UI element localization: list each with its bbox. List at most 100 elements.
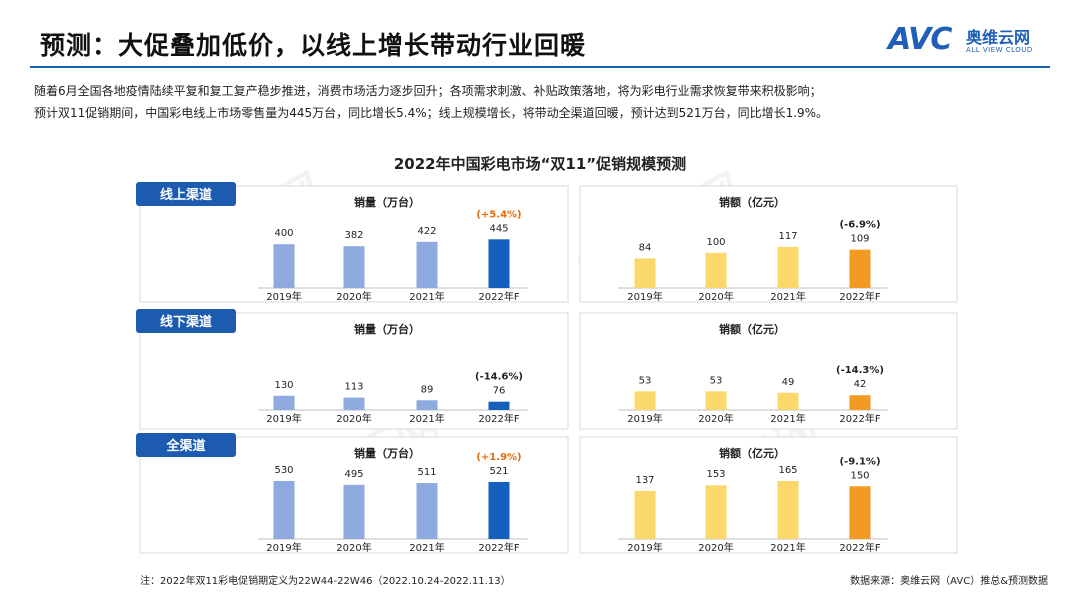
volume-growth-label: (+5.4%) <box>476 209 521 220</box>
volume-bar <box>416 400 438 410</box>
volume-data-label: 422 <box>417 226 436 237</box>
header-divider <box>30 66 1050 68</box>
logo-chinese-name: 奥维云网 <box>966 28 1031 47</box>
amount-bar <box>634 258 656 288</box>
logo-mark: AVC <box>888 22 952 57</box>
amount-bar <box>849 249 871 288</box>
amount-panel-frame <box>579 185 958 303</box>
amount-data-label: 84 <box>639 242 652 253</box>
amount-tick-label: 2019年 <box>627 412 662 425</box>
channel-badge <box>136 182 236 206</box>
volume-data-label: 130 <box>274 380 293 391</box>
volume-bar <box>273 395 295 410</box>
volume-data-label: 445 <box>489 223 508 234</box>
channel-badge <box>136 309 236 333</box>
amount-bar <box>634 391 656 410</box>
data-source: 数据来源：奥维云网（AVC）推总&预测数据 <box>850 576 1048 587</box>
amount-tick-label: 2022年F <box>839 412 880 425</box>
volume-tick-label: 2019年 <box>266 412 301 425</box>
amount-data-label: 153 <box>706 469 725 480</box>
volume-tick-label: 2022年F <box>478 541 519 554</box>
amount-bar <box>849 486 871 539</box>
amount-bar <box>849 395 871 410</box>
amount-data-label: 53 <box>710 375 723 386</box>
channel-badge-label: 线下渠道 <box>160 314 212 330</box>
amount-growth-label: (-6.9%) <box>839 220 880 231</box>
volume-data-label: 89 <box>421 384 434 395</box>
volume-data-label: 113 <box>344 382 363 393</box>
channel-badge <box>136 433 236 457</box>
amount-data-label: 100 <box>706 237 725 248</box>
amount-data-label: 165 <box>778 465 797 476</box>
volume-bar <box>416 241 438 288</box>
amount-bar <box>777 481 799 539</box>
volume-tick-label: 2019年 <box>266 290 301 303</box>
volume-data-label: 530 <box>274 465 293 476</box>
amount-data-label: 49 <box>782 377 795 388</box>
channel-badge-label: 线上渠道 <box>160 187 212 203</box>
intro-line-2: 预计双11促销期间，中国彩电线上市场零售量为445万台，同比增长5.4%；线上规… <box>34 106 829 120</box>
volume-bar <box>273 244 295 288</box>
footnote: 注：2022年双11彩电促销期定义为22W44-22W46（2022.10.24… <box>140 576 511 587</box>
amount-tick-label: 2020年 <box>698 290 733 303</box>
volume-tick-label: 2021年 <box>409 541 444 554</box>
amount-axis-label: 销额（亿元） <box>719 195 785 209</box>
amount-data-label: 117 <box>778 231 797 242</box>
volume-tick-label: 2020年 <box>336 290 371 303</box>
amount-data-label: 150 <box>850 470 869 481</box>
amount-growth-label: (-9.1%) <box>839 456 880 467</box>
volume-bar <box>488 481 510 539</box>
amount-tick-label: 2019年 <box>627 290 662 303</box>
volume-growth-label: (-14.6%) <box>475 372 523 383</box>
volume-bar <box>273 481 295 539</box>
volume-tick-label: 2020年 <box>336 541 371 554</box>
volume-tick-label: 2019年 <box>266 541 301 554</box>
amount-bar <box>705 391 727 410</box>
amount-bar <box>705 485 727 539</box>
volume-data-label: 495 <box>344 469 363 480</box>
amount-bar <box>705 252 727 288</box>
volume-bar <box>416 483 438 539</box>
volume-data-label: 511 <box>417 467 436 478</box>
intro-paragraph: 随着6月全国各地疫情陆续平复和复工复产稳步推进，消费市场活力逐步回升；各项需求刺… <box>34 80 1044 124</box>
logo-english-name: ALL VIEW CLOUD <box>966 46 1033 54</box>
volume-tick-label: 2020年 <box>336 412 371 425</box>
page-title: 预测：大促叠加低价，以线上增长带动行业回暖 <box>40 31 587 60</box>
volume-bar <box>343 397 365 410</box>
volume-data-label: 76 <box>493 386 506 397</box>
volume-data-label: 400 <box>274 228 293 239</box>
volume-axis-label: 销量（万台） <box>354 446 420 460</box>
amount-data-label: 109 <box>850 234 869 245</box>
amount-bar <box>777 392 799 410</box>
amount-tick-label: 2022年F <box>839 541 880 554</box>
amount-data-label: 42 <box>854 379 867 390</box>
amount-tick-label: 2019年 <box>627 541 662 554</box>
amount-bar <box>777 246 799 288</box>
avc-logo: AVC 奥维云网 ALL VIEW CLOUD <box>888 22 1058 58</box>
volume-bar <box>488 239 510 288</box>
amount-tick-label: 2020年 <box>698 541 733 554</box>
volume-tick-label: 2021年 <box>409 412 444 425</box>
channel-badge-label: 全渠道 <box>165 438 205 454</box>
volume-axis-label: 销量（万台） <box>354 322 420 336</box>
chart-title: 2022年中国彩电市场“双11”促销规模预测 <box>393 155 687 173</box>
amount-bar <box>634 490 656 539</box>
volume-growth-label: (+1.9%) <box>476 452 521 463</box>
amount-data-label: 53 <box>639 375 652 386</box>
amount-axis-label: 销额（亿元） <box>719 446 785 460</box>
amount-tick-label: 2022年F <box>839 290 880 303</box>
volume-tick-label: 2021年 <box>409 290 444 303</box>
volume-axis-label: 销量（万台） <box>354 195 420 209</box>
intro-line-1: 随着6月全国各地疫情陆续平复和复工复产稳步推进，消费市场活力逐步回升；各项需求刺… <box>34 84 822 98</box>
amount-tick-label: 2021年 <box>770 541 805 554</box>
amount-data-label: 137 <box>635 475 654 486</box>
volume-bar <box>343 484 365 539</box>
volume-bar <box>343 246 365 288</box>
amount-growth-label: (-14.3%) <box>836 365 884 376</box>
volume-tick-label: 2022年F <box>478 412 519 425</box>
volume-data-label: 382 <box>344 230 363 241</box>
amount-tick-label: 2021年 <box>770 412 805 425</box>
amount-tick-label: 2021年 <box>770 290 805 303</box>
volume-bar <box>488 401 510 410</box>
